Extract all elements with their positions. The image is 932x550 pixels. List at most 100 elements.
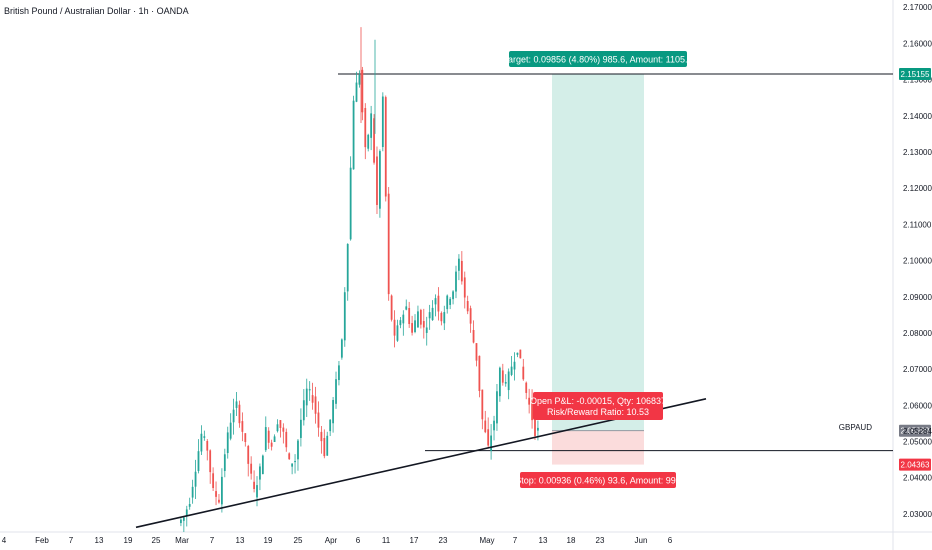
candle-body bbox=[329, 419, 332, 432]
candle-body bbox=[361, 69, 364, 113]
candle-body bbox=[396, 325, 399, 341]
x-tick-label: Apr bbox=[325, 536, 338, 545]
candle-body bbox=[414, 320, 416, 333]
candle-body bbox=[188, 504, 191, 507]
candle-body bbox=[449, 298, 452, 305]
candle-body bbox=[519, 349, 522, 359]
y-tick-label: 2.11000 bbox=[903, 220, 932, 229]
candle-body bbox=[472, 330, 475, 343]
x-tick-label: 13 bbox=[236, 536, 245, 545]
candle-body bbox=[279, 420, 282, 428]
candle-body bbox=[320, 431, 323, 442]
candle-body bbox=[223, 454, 226, 471]
stop-label: Stop: 0.00936 (0.46%) 93.6, Amount: 990 bbox=[515, 476, 681, 486]
x-tick-label: May bbox=[479, 536, 494, 545]
y-tick-label: 2.17000 bbox=[903, 3, 932, 12]
target-label: Target: 0.09856 (4.80%) 985.6, Amount: 1… bbox=[504, 55, 693, 65]
target-label-bg bbox=[509, 51, 687, 67]
candle-body bbox=[452, 291, 454, 300]
x-tick-label: 19 bbox=[124, 536, 133, 545]
candle-body bbox=[305, 388, 308, 406]
candle-body bbox=[498, 367, 501, 397]
candle-body bbox=[200, 433, 203, 452]
candle-body bbox=[326, 435, 329, 456]
x-tick-label: 25 bbox=[152, 536, 161, 545]
candle-body bbox=[241, 421, 244, 432]
candle-body bbox=[513, 361, 516, 370]
candle-body bbox=[405, 306, 408, 310]
y-tick-label: 2.06000 bbox=[903, 401, 932, 410]
pnl-label: Open P&L: -0.00015, Qty: 106837 bbox=[530, 396, 666, 406]
target-price-badge: 2.15155 bbox=[901, 70, 930, 79]
x-tick-label: 25 bbox=[294, 536, 303, 545]
candle-body bbox=[481, 389, 484, 420]
candle-body bbox=[229, 422, 232, 439]
candle-body bbox=[297, 440, 299, 460]
stop-price-badge: 2.04363 bbox=[901, 461, 930, 470]
candle-body bbox=[182, 517, 185, 521]
candle-body bbox=[302, 400, 305, 421]
y-tick-label: 2.13000 bbox=[903, 148, 932, 157]
candle-body bbox=[490, 435, 493, 451]
candle-body bbox=[349, 167, 352, 240]
candle-body bbox=[484, 420, 487, 433]
candle-body bbox=[522, 366, 525, 380]
candle-body bbox=[226, 432, 229, 454]
candle-body bbox=[422, 321, 425, 328]
candle-body bbox=[291, 463, 294, 467]
x-tick-label: 19 bbox=[264, 536, 273, 545]
candle-body bbox=[431, 307, 434, 321]
candle-body bbox=[220, 476, 223, 505]
candle-body bbox=[273, 436, 276, 442]
candle-body bbox=[206, 441, 209, 451]
candle-body bbox=[323, 437, 326, 457]
x-tick-label: 23 bbox=[439, 536, 448, 545]
candle-body bbox=[215, 491, 217, 497]
candle-body bbox=[516, 352, 519, 355]
x-tick-label: 7 bbox=[210, 536, 215, 545]
candle-body bbox=[399, 320, 402, 326]
candle-body bbox=[460, 260, 463, 282]
candle-body bbox=[203, 436, 206, 438]
y-tick-label: 2.09000 bbox=[903, 293, 932, 302]
candle-body bbox=[402, 314, 405, 324]
x-tick-label: Feb bbox=[35, 536, 49, 545]
y-tick-label: 2.12000 bbox=[903, 184, 932, 193]
candle-body bbox=[358, 74, 361, 85]
candle-body bbox=[466, 301, 469, 312]
candle-body bbox=[194, 471, 197, 487]
x-tick-label: 18 bbox=[567, 536, 576, 545]
candle-body bbox=[501, 370, 504, 383]
x-tick-label: 13 bbox=[539, 536, 548, 545]
x-tick-label: Jun bbox=[635, 536, 648, 545]
candle-body bbox=[338, 365, 340, 381]
candle-body bbox=[496, 391, 498, 424]
candle-body bbox=[408, 308, 411, 325]
candle-body bbox=[458, 258, 460, 271]
candle-body bbox=[235, 401, 238, 408]
candle-body bbox=[531, 400, 533, 421]
x-tick-label: 17 bbox=[410, 536, 419, 545]
candle-body bbox=[247, 446, 250, 464]
candle-body bbox=[261, 455, 264, 475]
y-tick-label: 2.14000 bbox=[903, 112, 932, 121]
candle-body bbox=[185, 509, 188, 517]
candle-body bbox=[475, 343, 478, 361]
candle-body bbox=[232, 409, 235, 423]
candle-body bbox=[478, 355, 481, 392]
candle-body bbox=[253, 481, 255, 490]
candle-body bbox=[393, 319, 396, 336]
candle-body bbox=[346, 243, 349, 292]
candle-body bbox=[294, 460, 296, 463]
candle-body bbox=[308, 389, 311, 391]
candle-body bbox=[250, 463, 253, 474]
x-tick-label: 23 bbox=[596, 536, 605, 545]
candle-body bbox=[352, 100, 355, 170]
candle-body bbox=[507, 371, 510, 391]
x-tick-label: 13 bbox=[95, 536, 104, 545]
y-tick-label: 2.16000 bbox=[903, 39, 932, 48]
candle-body bbox=[264, 427, 267, 451]
candle-body bbox=[437, 295, 440, 312]
candle-body bbox=[197, 451, 200, 471]
